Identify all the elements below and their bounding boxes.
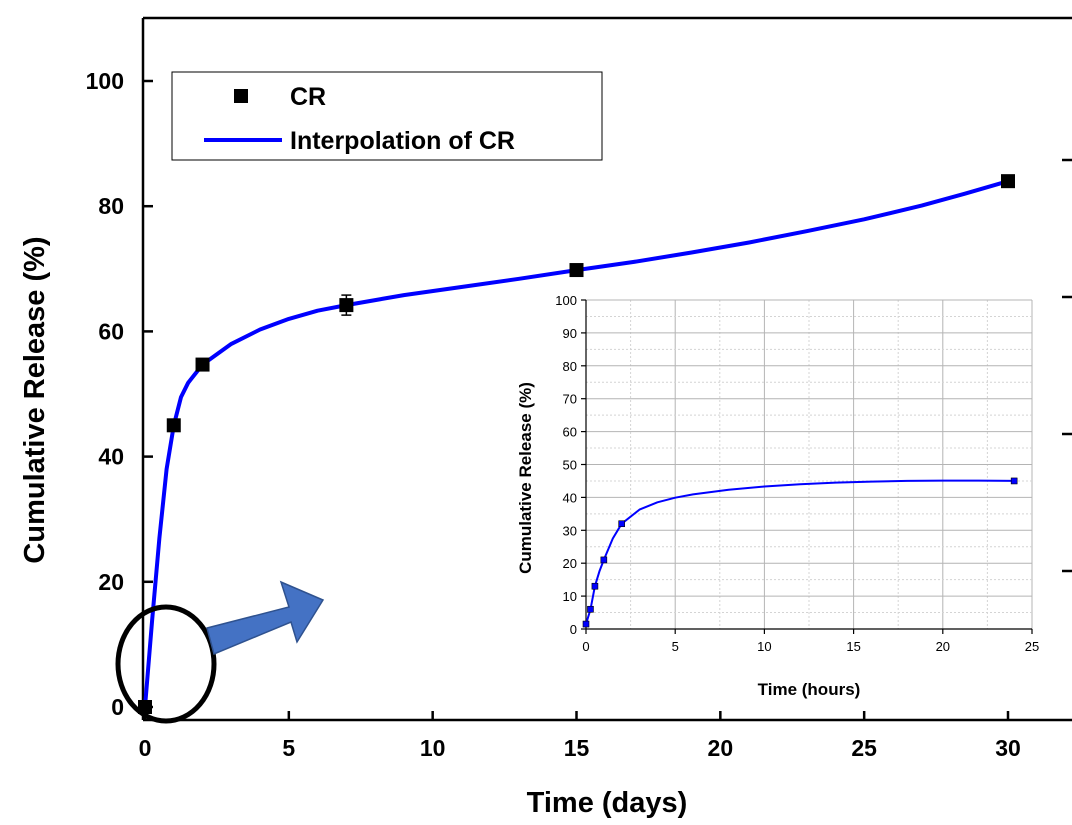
inset-grid <box>586 299 1033 629</box>
inset-y-tick-label: 60 <box>563 425 577 440</box>
inset-y-tick-label: 30 <box>563 523 577 538</box>
inset-data-point <box>600 556 608 564</box>
main-axis-ticks <box>143 79 1010 720</box>
main-data-point <box>195 357 210 372</box>
inset-tick-labels: 0 5 10 15 20 25 0 10 20 30 40 50 60 70 80 90 100 <box>555 293 1039 654</box>
inset-data-point <box>1010 477 1018 485</box>
main-series <box>138 174 1015 714</box>
main-data-point <box>1001 174 1015 189</box>
inset-y-tick-label: 10 <box>563 589 577 604</box>
main-data-point <box>569 263 584 278</box>
inset-x-tick-label: 15 <box>846 639 860 654</box>
main-x-tick-label: 25 <box>851 735 877 761</box>
inset-data-point <box>582 620 590 628</box>
inset-y-tick-label: 100 <box>555 293 577 308</box>
inset-y-tick-label: 90 <box>563 326 577 341</box>
inset-chart: 0 5 10 15 20 25 0 10 20 30 40 50 60 70 80 90 100 Time (h… <box>516 293 1039 699</box>
main-x-tick-label: 15 <box>564 735 590 761</box>
inset-x-tick-label: 10 <box>757 639 771 654</box>
inset-series <box>582 477 1018 628</box>
inset-y-tick-label: 70 <box>563 392 577 407</box>
inset-y-axis-label: Cumulative Release (%) <box>516 382 535 574</box>
main-x-tick-label: 20 <box>708 735 734 761</box>
legend-entry-cr: CR <box>290 83 326 111</box>
inset-data-point <box>591 582 599 590</box>
main-y-tick-label: 0 <box>111 694 124 720</box>
inset-x-tick-label: 20 <box>936 639 950 654</box>
main-x-axis-label: Time (days) <box>527 787 688 819</box>
legend-box <box>171 71 603 161</box>
main-x-tick-label: 0 <box>139 735 152 761</box>
main-data-point <box>166 418 181 433</box>
inset-y-tick-label: 40 <box>563 490 577 505</box>
inset-y-tick-label: 0 <box>570 622 577 637</box>
main-y-tick-label: 100 <box>86 68 124 94</box>
main-y-axis-label: Cumulative Release (%) <box>19 236 51 563</box>
legend-entry-interpolation: Interpolation of CR <box>290 127 515 155</box>
zoom-arrow <box>206 580 325 656</box>
main-y-tick-label: 40 <box>98 444 124 470</box>
inset-x-tick-label: 25 <box>1025 639 1039 654</box>
inset-y-tick-label: 80 <box>563 359 577 374</box>
inset-x-tick-label: 0 <box>582 639 589 654</box>
main-y-tick-label: 60 <box>98 318 124 344</box>
main-x-tick-label: 5 <box>282 735 295 761</box>
inset-x-axis-label: Time (hours) <box>758 680 861 699</box>
inset-x-tick-label: 5 <box>672 639 679 654</box>
main-data-point <box>339 298 354 313</box>
right-edge-ticks <box>1062 158 1072 573</box>
inset-axis-ticks <box>581 299 1033 634</box>
zoom-ellipse <box>115 604 217 724</box>
inset-data-point <box>587 605 594 613</box>
legend: CR Interpolation of CR <box>171 71 603 161</box>
inset-data-point <box>618 520 625 528</box>
inset-y-tick-label: 20 <box>563 556 577 571</box>
inset-interpolation-line <box>585 479 1015 625</box>
main-y-tick-label: 20 <box>98 569 124 595</box>
main-y-tick-label: 80 <box>98 193 124 219</box>
main-x-tick-label: 10 <box>420 735 446 761</box>
main-x-tick-label: 30 <box>995 735 1021 761</box>
legend-marker-square-icon <box>234 89 248 103</box>
inset-y-tick-label: 50 <box>563 458 577 473</box>
